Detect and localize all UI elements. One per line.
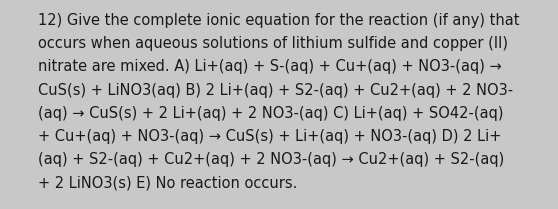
Text: + 2 LiNO3(s) E) No reaction occurs.: + 2 LiNO3(s) E) No reaction occurs. bbox=[38, 175, 297, 190]
Text: (aq) + S2-(aq) + Cu2+(aq) + 2 NO3-(aq) → Cu2+(aq) + S2-(aq): (aq) + S2-(aq) + Cu2+(aq) + 2 NO3-(aq) →… bbox=[38, 152, 504, 167]
Text: (aq) → CuS(s) + 2 Li+(aq) + 2 NO3-(aq) C) Li+(aq) + SO42-(aq): (aq) → CuS(s) + 2 Li+(aq) + 2 NO3-(aq) C… bbox=[38, 106, 503, 121]
Text: CuS(s) + LiNO3(aq) B) 2 Li+(aq) + S2-(aq) + Cu2+(aq) + 2 NO3-: CuS(s) + LiNO3(aq) B) 2 Li+(aq) + S2-(aq… bbox=[38, 83, 513, 98]
Text: 12) Give the complete ionic equation for the reaction (if any) that: 12) Give the complete ionic equation for… bbox=[38, 13, 519, 28]
Text: + Cu+(aq) + NO3-(aq) → CuS(s) + Li+(aq) + NO3-(aq) D) 2 Li+: + Cu+(aq) + NO3-(aq) → CuS(s) + Li+(aq) … bbox=[38, 129, 502, 144]
Text: nitrate are mixed. A) Li+(aq) + S-(aq) + Cu+(aq) + NO3-(aq) →: nitrate are mixed. A) Li+(aq) + S-(aq) +… bbox=[38, 59, 502, 74]
Text: occurs when aqueous solutions of lithium sulfide and copper (II): occurs when aqueous solutions of lithium… bbox=[38, 36, 508, 51]
